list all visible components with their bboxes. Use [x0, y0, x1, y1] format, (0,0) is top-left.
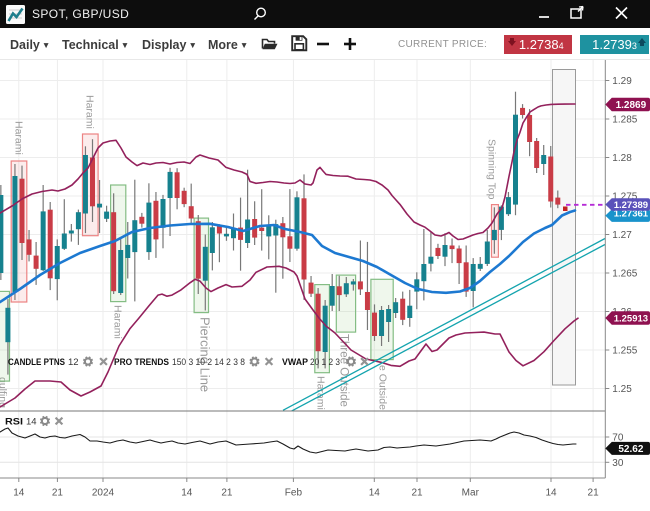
svg-text:VWAP: VWAP	[282, 357, 309, 368]
svg-text:14: 14	[369, 488, 381, 499]
svg-text:14: 14	[13, 488, 25, 499]
svg-text:1.275: 1.275	[612, 192, 637, 203]
svg-text:CANDLE PTNS: CANDLE PTNS	[8, 357, 65, 368]
svg-text:30: 30	[612, 458, 624, 469]
svg-text:21: 21	[52, 488, 64, 499]
svg-text:Feb: Feb	[285, 488, 303, 499]
svg-text:21: 21	[221, 488, 233, 499]
svg-text:gulfing: gulfing	[0, 377, 9, 408]
svg-text:PRO TRENDS: PRO TRENDS	[114, 357, 169, 368]
svg-text:150 3 10 2 14 2 3 8: 150 3 10 2 14 2 3 8	[172, 357, 245, 368]
svg-text:RSI: RSI	[5, 417, 23, 428]
svg-text:21: 21	[411, 488, 423, 499]
svg-text:14: 14	[26, 417, 37, 428]
svg-text:1.29: 1.29	[612, 76, 632, 87]
svg-text:Piercing Line: Piercing Line	[198, 317, 213, 392]
svg-text:14: 14	[181, 488, 193, 499]
svg-text:1.27: 1.27	[612, 230, 632, 241]
svg-text:21: 21	[588, 488, 600, 499]
svg-text:52.62: 52.62	[618, 444, 643, 455]
svg-text:Harami: Harami	[13, 121, 25, 155]
svg-text:Harami: Harami	[112, 305, 124, 339]
svg-text:20 1 2 3: 20 1 2 3	[310, 357, 340, 368]
svg-text:Harami: Harami	[315, 376, 327, 410]
svg-text:1.25: 1.25	[612, 384, 632, 395]
svg-text:12: 12	[68, 357, 79, 368]
svg-text:1.2869: 1.2869	[616, 100, 647, 111]
svg-text:Three Outside: Three Outside	[338, 334, 350, 407]
svg-text:70: 70	[612, 433, 624, 444]
svg-text:Harami: Harami	[84, 95, 96, 129]
svg-text:1.255: 1.255	[612, 346, 637, 357]
svg-text:1.28: 1.28	[612, 153, 632, 164]
svg-text:1.285: 1.285	[612, 115, 637, 126]
svg-text:Mar: Mar	[462, 488, 480, 499]
svg-text:1.25913: 1.25913	[614, 313, 648, 324]
svg-text:1.27389: 1.27389	[614, 200, 648, 211]
svg-text:Spinning Top: Spinning Top	[486, 139, 498, 200]
svg-text:1.27361: 1.27361	[614, 209, 649, 220]
svg-text:14: 14	[545, 488, 557, 499]
svg-text:e Outside: e Outside	[377, 365, 389, 410]
svg-text:1.265: 1.265	[612, 269, 637, 280]
svg-text:2024: 2024	[92, 488, 115, 499]
